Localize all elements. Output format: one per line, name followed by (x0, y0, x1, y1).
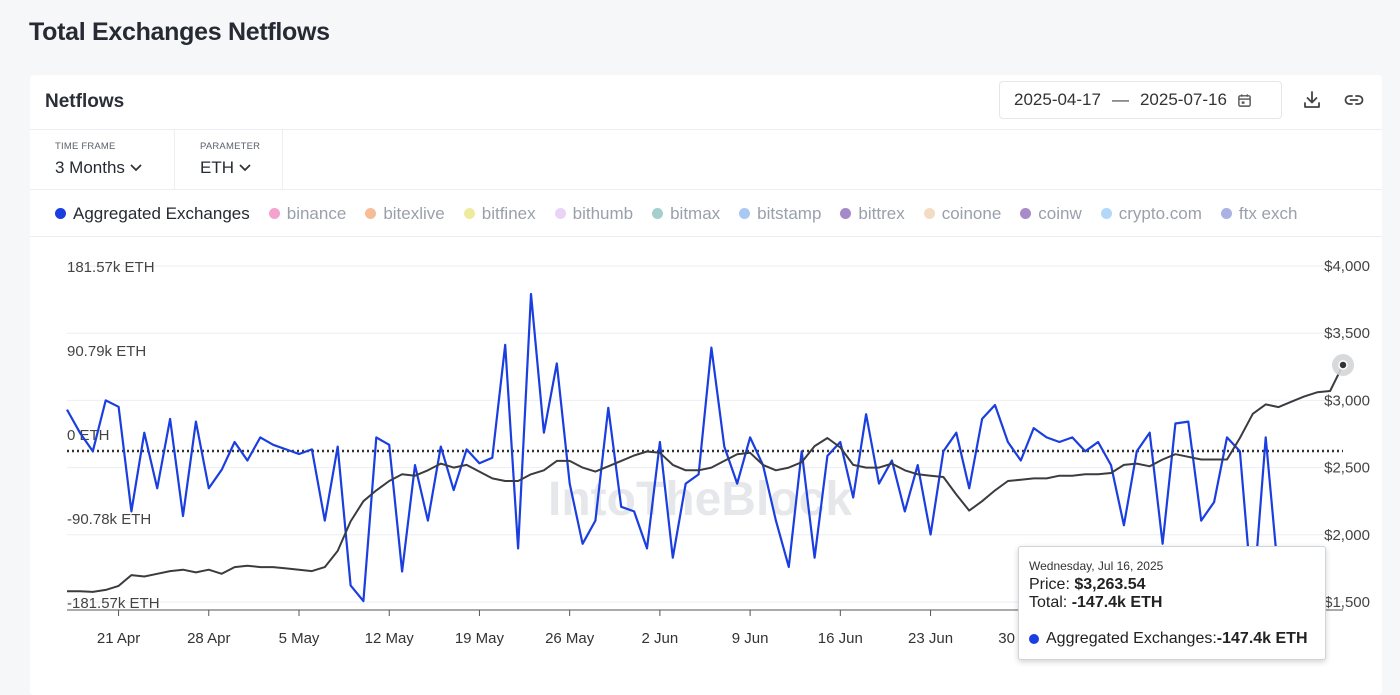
x-axis-tick-label: 26 May (545, 630, 595, 647)
legend-item[interactable]: bitstamp (739, 204, 821, 224)
x-axis-tick-label: 2 Jun (642, 630, 679, 647)
date-end: 2025-07-16 (1139, 90, 1227, 109)
netflows-card: Netflows 2025-04-17 — 2025-07-16 TIME FR… (30, 75, 1382, 695)
chevron-down-icon (239, 164, 251, 172)
legend-item[interactable]: bitmax (652, 204, 720, 224)
date-start: 2025-04-17 (1014, 90, 1101, 109)
right-axis-tick-label: $2,500 (1324, 460, 1370, 477)
calendar-icon (1238, 93, 1251, 107)
price-series-line (67, 364, 1344, 593)
legend-dot (652, 208, 664, 219)
x-axis-tick-label: 9 Jun (732, 630, 769, 647)
right-axis-tick-label: $2,000 (1324, 527, 1370, 544)
time-frame-label: TIME FRAME (55, 141, 116, 152)
x-axis-tick-label: 21 Apr (97, 630, 140, 647)
link-icon[interactable] (1343, 89, 1365, 111)
legend-dot (1020, 208, 1032, 219)
legend-dot (554, 208, 566, 219)
legend-label: coinw (1038, 203, 1082, 223)
x-axis-tick-label: 12 May (365, 630, 415, 647)
left-axis-tick-label: -181.57k ETH (67, 595, 160, 612)
chart-legend: Aggregated Exchanges binance bitexlive bitf… (30, 191, 1382, 237)
parameter-label: PARAMETER (200, 141, 261, 152)
legend-dot (55, 208, 66, 219)
tooltip-total-value: -147.4k ETH (1071, 594, 1163, 611)
right-axis-tick-label: $4,000 (1324, 258, 1370, 275)
legend-dot (1220, 208, 1232, 219)
legend-dot (268, 208, 280, 219)
tooltip-price-label: Price: (1029, 576, 1075, 593)
legend-dot (463, 208, 475, 219)
legend-label: bitfinex (481, 203, 536, 223)
left-axis-tick-label: 181.57k ETH (67, 259, 155, 276)
date-range-picker[interactable]: 2025-04-17 — 2025-07-16 (999, 81, 1282, 119)
legend-label: crypto.com (1118, 203, 1202, 223)
x-axis-tick-label: 28 Apr (187, 630, 230, 647)
legend-dot (1100, 208, 1112, 219)
right-axis-tick-label: $1,500 (1324, 594, 1370, 611)
hover-point (1338, 360, 1348, 370)
netflow-series-line (66, 292, 1280, 605)
legend-label: coinone (941, 203, 1002, 223)
right-axis-tick-label: $3,500 (1324, 325, 1370, 342)
time-frame-value: 3 Months (55, 158, 125, 177)
parameter-filter[interactable]: PARAMETER ETH (175, 130, 283, 189)
tooltip-series-dot (1029, 634, 1039, 644)
legend-label: binance (286, 203, 347, 223)
card-title: Netflows (45, 91, 125, 112)
legend-label: ftx exch (1238, 203, 1298, 223)
legend-item[interactable]: coinone (923, 203, 1002, 224)
tooltip-series-value: -147.4k ETH (1216, 630, 1308, 647)
legend-item[interactable]: bitfinex (463, 203, 536, 224)
legend-label: bitexlive (383, 203, 445, 223)
chevron-down-icon (130, 164, 142, 172)
legend-label: Aggregated Exchanges (73, 203, 250, 223)
left-axis-tick-label: 90.79k ETH (67, 343, 146, 360)
tooltip-series-label: Aggregated Exchanges: (1046, 630, 1217, 647)
legend-label: bitmax (670, 203, 721, 223)
legend-item[interactable]: bittrex (840, 203, 905, 224)
legend-dot (840, 208, 852, 219)
left-axis-tick-label: -90.78k ETH (67, 511, 151, 528)
download-icon[interactable] (1301, 89, 1323, 111)
legend-item[interactable]: bithumb (554, 203, 634, 224)
parameter-value: ETH (200, 158, 234, 177)
legend-item[interactable]: Aggregated Exchanges (55, 204, 250, 224)
filter-bar: TIME FRAME 3 Months PARAMETER ETH (30, 130, 1382, 190)
page-title: Total Exchanges Netflows (29, 18, 330, 46)
x-axis-tick-label: 23 Jun (908, 630, 953, 647)
date-separator: — (1111, 90, 1129, 109)
legend-dot (739, 208, 751, 219)
netflows-chart: 181.57k ETH 90.79k ETH 0 ETH -90.78k ETH -18… (66, 258, 1370, 647)
legend-item[interactable]: crypto.com (1100, 203, 1202, 224)
x-axis-tick-label: 5 May (279, 630, 320, 647)
tooltip-total-label: Total: (1029, 594, 1072, 611)
tooltip-price-value: $3,263.54 (1074, 576, 1146, 593)
left-axis-tick-label: 0 ETH (67, 427, 110, 444)
legend-item[interactable]: ftx exch (1220, 203, 1298, 224)
x-axis-tick-label: 16 Jun (818, 630, 863, 647)
legend-item[interactable]: bitexlive (365, 203, 445, 224)
legend-item[interactable]: coinw (1020, 203, 1082, 224)
legend-item[interactable]: binance (268, 203, 347, 224)
legend-dot (365, 208, 377, 219)
tooltip-date: Wednesday, Jul 16, 2025 (1029, 559, 1164, 573)
right-axis-tick-label: $3,000 (1324, 392, 1370, 409)
legend-dot (923, 208, 935, 219)
legend-label: bithumb (572, 203, 634, 223)
card-header: Netflows 2025-04-17 — 2025-07-16 (30, 75, 1382, 130)
time-frame-filter[interactable]: TIME FRAME 3 Months (30, 130, 175, 189)
legend-label: bittrex (858, 203, 905, 223)
x-axis-tick-label: 19 May (455, 630, 505, 647)
legend-label: bitstamp (757, 203, 822, 223)
chart-tooltip: Wednesday, Jul 16, 2025 Price: $3,263.54… (1018, 546, 1326, 660)
